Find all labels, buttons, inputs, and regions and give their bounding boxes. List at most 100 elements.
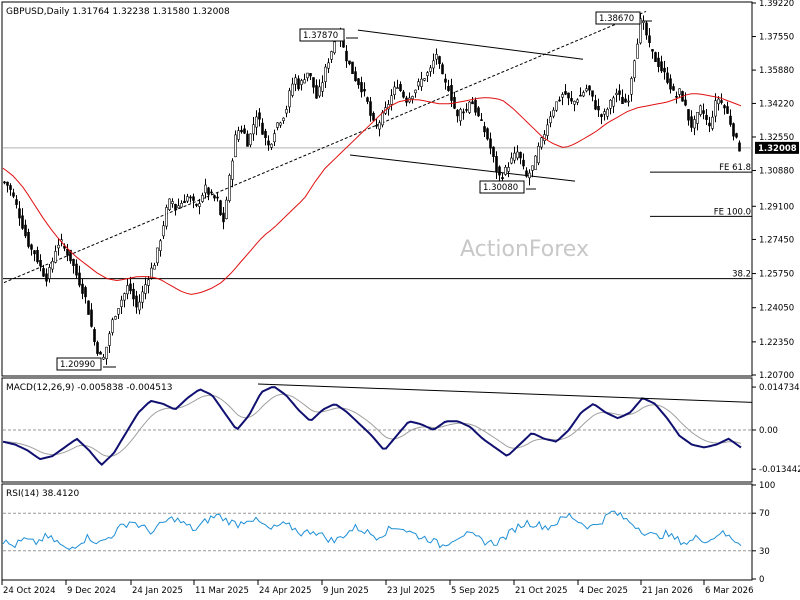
candle <box>108 331 111 354</box>
candle <box>729 109 732 127</box>
candle <box>720 93 723 105</box>
candle <box>630 76 633 102</box>
candle <box>24 219 27 239</box>
candle <box>39 254 42 272</box>
candle <box>195 203 198 208</box>
candle <box>282 117 285 124</box>
candle <box>72 258 75 274</box>
last-price-badge <box>755 141 799 154</box>
candle <box>522 153 525 170</box>
candle <box>105 346 108 365</box>
candle <box>579 87 582 97</box>
candle <box>504 164 507 176</box>
candle <box>588 85 591 96</box>
candle <box>192 193 195 209</box>
candle <box>33 249 36 262</box>
candle <box>711 110 714 131</box>
candle <box>558 96 561 102</box>
svg-text:1.30080: 1.30080 <box>483 183 518 193</box>
swing-level-label: 1.30080 <box>479 180 525 194</box>
candle <box>615 88 618 103</box>
svg-text:1.37870: 1.37870 <box>303 31 338 41</box>
candle <box>198 198 201 215</box>
candle <box>429 64 432 77</box>
candle <box>84 285 87 304</box>
candle <box>234 130 237 158</box>
macd-title: MACD(12,26,9) -0.005838 -0.004513 <box>6 383 172 393</box>
rsi-tick-label: 100 <box>759 481 775 491</box>
candle <box>528 169 531 186</box>
candle <box>501 172 504 182</box>
rsi-tick-label: 30 <box>759 547 770 557</box>
candle <box>81 278 84 300</box>
svg-text:1.20990: 1.20990 <box>60 360 95 370</box>
candle <box>444 73 447 90</box>
candle <box>324 63 327 88</box>
candle <box>75 259 78 279</box>
candle <box>576 98 579 106</box>
candle <box>6 181 9 193</box>
candle <box>591 90 594 102</box>
date-tick-label: 21 Jan 2026 <box>642 586 693 596</box>
candle <box>705 109 708 125</box>
fib-level-label: FE 100.0 <box>714 207 751 217</box>
candle <box>468 101 471 114</box>
candle <box>609 99 612 115</box>
candle <box>264 128 267 146</box>
candle <box>561 92 564 106</box>
price-tick-label: 1.29100 <box>759 202 794 212</box>
rsi-axis: 100 70 30 0 <box>752 481 775 585</box>
price-tick-label: 1.34220 <box>759 99 794 109</box>
channel-lower-line <box>349 154 576 182</box>
candle <box>525 167 528 178</box>
candle <box>357 77 360 89</box>
candle <box>606 107 609 120</box>
candle <box>285 105 288 118</box>
price-tick-label: 1.20700 <box>759 371 794 381</box>
dashed-trendline <box>3 10 647 284</box>
swing-level-label: 1.37870 <box>299 28 345 42</box>
price-tick-label: 1.22350 <box>759 338 794 348</box>
candle <box>513 146 516 164</box>
fib-level-label: FE 61.8 <box>719 163 751 173</box>
candle <box>93 327 96 346</box>
candle <box>366 96 369 105</box>
candle <box>219 199 222 216</box>
candle <box>168 198 171 211</box>
candle <box>51 257 54 273</box>
candle <box>378 120 381 137</box>
candle <box>87 300 90 315</box>
candle <box>699 104 702 117</box>
candle <box>471 97 474 105</box>
candle <box>318 79 321 98</box>
candle <box>675 91 678 104</box>
date-tick-label: 21 Oct 2025 <box>515 586 568 596</box>
candle <box>3 180 6 185</box>
price-tick-label: 1.25750 <box>759 270 794 280</box>
candle <box>354 66 357 82</box>
candle <box>507 162 510 178</box>
candle <box>138 294 141 315</box>
candle <box>531 165 534 178</box>
candle <box>21 208 24 230</box>
candle <box>420 71 423 91</box>
candle <box>156 247 159 266</box>
candle <box>48 263 51 283</box>
candle <box>738 140 741 152</box>
candle <box>678 88 681 99</box>
candle <box>726 101 729 114</box>
candle <box>393 81 396 100</box>
candle <box>27 228 30 249</box>
watermark: ActionForex <box>460 237 589 262</box>
candle <box>114 315 117 320</box>
candle <box>297 75 300 91</box>
candle <box>312 77 315 94</box>
candle <box>660 55 663 73</box>
candle <box>177 198 180 209</box>
candle <box>348 60 351 66</box>
candle <box>477 106 480 118</box>
candle <box>246 130 249 147</box>
candle <box>663 60 666 80</box>
candle <box>288 87 291 113</box>
candle <box>309 73 312 80</box>
